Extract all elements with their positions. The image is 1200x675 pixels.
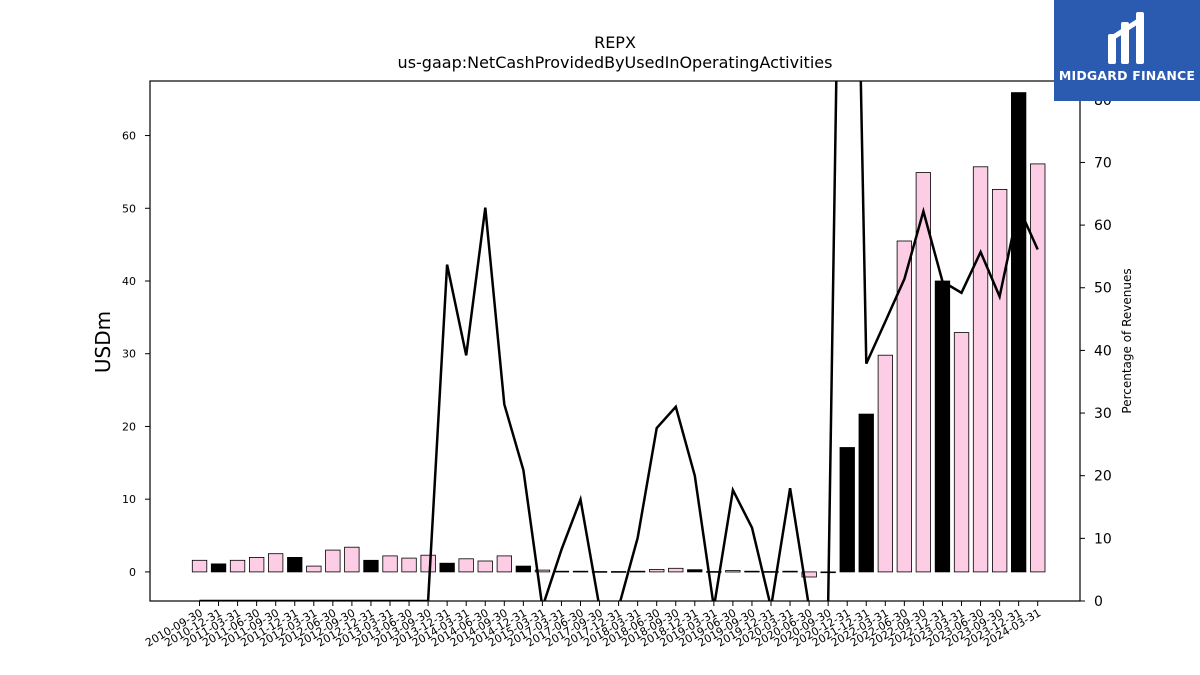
bar-2018-06-30 <box>649 569 665 573</box>
bar-2022-03-31 <box>877 354 893 573</box>
bar-2010-09-30 <box>191 559 208 573</box>
bar-2012-12-31 <box>363 559 379 573</box>
y2-tick-label: 70 <box>1094 155 1112 171</box>
bar-2011-09-30 <box>267 553 284 573</box>
brand-logo: MIDGARD FINANCE <box>1054 0 1200 101</box>
bar-2011-03-31 <box>229 559 246 573</box>
chart-title: REPX <box>594 33 636 52</box>
y-tick-label: 20 <box>122 420 136 433</box>
bar-2013-06-30 <box>401 557 417 573</box>
bar-2017-03-31 <box>553 570 570 573</box>
bar-2013-09-30 <box>420 554 436 573</box>
bar-2015-03-31 <box>534 569 551 573</box>
bar-2014-06-30 <box>477 560 493 573</box>
y-tick-label: 0 <box>129 566 136 579</box>
y-axis-label: USDm <box>91 311 115 373</box>
plot-frame <box>149 80 1081 602</box>
bar-2022-09-30 <box>915 172 931 573</box>
bar-2024-03-31 <box>1030 163 1046 573</box>
bar-2012-09-30 <box>344 546 360 573</box>
chart-subtitle: us-gaap:NetCashProvidedByUsedInOperating… <box>398 53 833 72</box>
bar-2013-03-31 <box>382 555 398 573</box>
bar-2014-12-31 <box>515 565 531 573</box>
bar-2012-03-31 <box>306 565 322 573</box>
bar-2013-12-31 <box>439 562 455 573</box>
bar-2018-12-31 <box>687 569 703 573</box>
y2-tick-label: 10 <box>1094 531 1112 547</box>
y-tick-label: 30 <box>122 348 136 361</box>
line-series <box>199 81 1039 601</box>
bar-2011-12-31 <box>287 557 303 573</box>
axes: 0102030405060010203040506070802010-09-30… <box>122 80 1112 650</box>
y2-tick-label: 60 <box>1094 218 1112 234</box>
bar-2014-09-30 <box>496 555 513 573</box>
bar-2018-03-31 <box>630 570 646 573</box>
bar-2011-06-30 <box>248 557 265 573</box>
bar-2017-06-30 <box>572 570 589 573</box>
y2-tick-label: 0 <box>1094 594 1103 610</box>
y-tick-label: 10 <box>122 493 136 506</box>
bar-2021-12-31 <box>858 413 874 573</box>
bar-2014-03-31 <box>458 558 474 573</box>
bar-2022-12-31 <box>934 280 951 573</box>
bar-2017-12-31 <box>611 571 627 573</box>
bar-2019-03-31 <box>706 571 722 573</box>
bar-2023-03-31 <box>953 332 970 573</box>
bar-2018-09-30 <box>668 567 684 573</box>
y-tick-label: 40 <box>122 275 136 288</box>
bar-series <box>191 92 1046 578</box>
y2-tick-label: 40 <box>1094 343 1112 359</box>
y2-tick-label: 20 <box>1094 469 1112 485</box>
y-tick-label: 50 <box>122 202 136 215</box>
bar-2010-12-31 <box>210 563 227 573</box>
bar-2020-12-31 <box>839 447 855 573</box>
bar-2023-09-30 <box>992 188 1008 573</box>
brand-name: MIDGARD FINANCE <box>1058 68 1196 83</box>
bar-2020-03-31 <box>782 570 798 573</box>
brand-mark-icon <box>1108 12 1144 64</box>
bar-2023-06-30 <box>972 166 989 573</box>
bar-2022-06-30 <box>896 240 912 573</box>
bar-2012-06-30 <box>325 549 341 573</box>
bar-2019-09-30 <box>744 570 760 573</box>
y2-axis-label: Percentage of Revenues <box>1120 268 1134 413</box>
y-tick-label: 60 <box>122 130 136 143</box>
bar-2023-12-31 <box>1011 92 1027 573</box>
y2-tick-label: 50 <box>1094 281 1112 297</box>
percentage-line <box>199 81 1039 601</box>
bar-2019-06-30 <box>725 570 741 573</box>
bar-2020-06-30 <box>801 571 817 578</box>
y2-tick-label: 30 <box>1094 406 1112 422</box>
